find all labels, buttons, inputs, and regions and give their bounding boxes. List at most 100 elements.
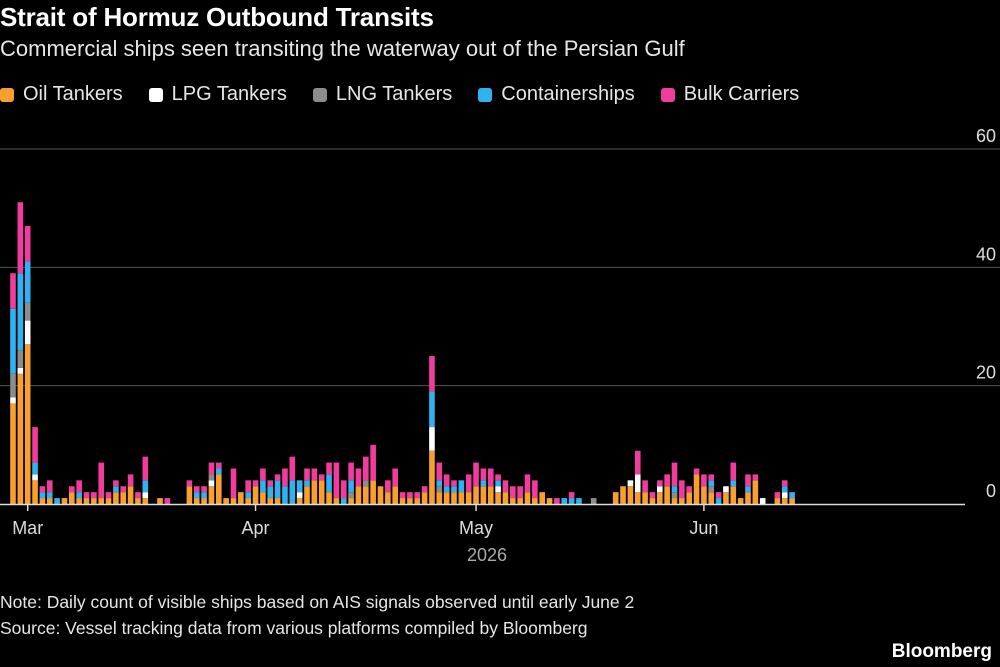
bar-segment [326,462,332,475]
x-tick-label: Apr [242,518,270,538]
legend-swatch [478,87,493,102]
legend-label: Containerships [501,83,635,105]
bar-segment [436,492,443,504]
bar-segment [24,225,31,262]
bar-segment [429,450,435,504]
bar-segment [245,492,251,499]
bar-segment [201,486,207,493]
bar-segment [186,480,193,487]
bar-segment [76,480,82,493]
bar-segment [693,474,700,504]
bar-segment [789,492,795,499]
bar-segment [10,308,16,374]
bar-segment [340,480,347,499]
bar-segment [326,474,332,493]
bar-segment [267,480,274,487]
bar-segment [392,468,398,487]
bar-segment [634,474,641,493]
bar-segment [502,480,509,493]
bar-segment [208,486,215,504]
footnotes: Note: Daily count of visible ships based… [0,589,634,641]
chart-subtitle: Commercial ships seen transiting the wat… [0,36,685,61]
bar-segment [304,486,310,504]
bar-segment [473,486,479,504]
bar-segment [708,492,715,504]
bar-segment [260,480,266,493]
bar-segment [10,273,16,309]
bar-segment [568,498,575,504]
bar-segment [348,498,354,504]
legend-item-lpg-tankers: LPG Tankers [148,83,287,106]
bar-segment [752,480,759,504]
bar-segment [657,492,663,504]
x-tick-label: Mar [12,518,43,538]
bar-segment [510,498,516,504]
bar-segment [407,498,413,504]
bar-segment [642,492,648,504]
bar-segment [245,498,251,504]
bar-segment [612,492,619,504]
bar-segment [267,486,274,499]
bar-segment [113,486,119,493]
bar-segment [120,492,127,504]
bar-segment [436,462,443,481]
bar-segment [759,498,766,504]
bar-segment [421,492,428,504]
bar-segment [10,403,16,504]
bar-segment [723,492,729,504]
bar-segment [98,498,104,504]
bar-segment [340,498,347,504]
bar-segment [634,450,641,475]
y-tick-label: 60 [976,126,996,146]
bar-segment [46,492,53,499]
bar-segment [230,468,237,499]
bar-segment [701,474,707,487]
bar-segment [642,480,648,493]
legend-item-containerships: Containerships [478,83,635,106]
bar-segment [61,498,68,504]
bar-segment [421,486,428,493]
bar-segment [296,498,303,504]
bar-segment [730,480,737,487]
bar-segment [517,498,523,504]
bar-segment [274,480,281,499]
bar-segment [296,480,303,493]
legend-label: Bulk Carriers [683,83,800,105]
bar-segment [289,456,296,481]
bar-segment [745,486,751,493]
bar-segment [24,302,31,321]
bar-segment [76,498,82,504]
bar-segment [363,480,369,487]
bar-segment [370,480,376,504]
bar-segment [91,492,97,499]
bar-segment [260,468,266,481]
bar-segment [282,486,288,504]
bar-segment [399,498,406,504]
bar-segment [17,367,24,374]
y-tick-label: 20 [976,363,996,383]
bar-segment [414,492,421,499]
bar-segment [245,480,251,493]
bar-segment [238,492,244,504]
legend-swatch [312,87,327,102]
bar-segment [348,462,354,481]
bar-segment [17,202,24,274]
bar-segment [671,498,678,504]
bar-segment [774,492,781,499]
bar-segment [91,498,97,504]
bar-segment [590,498,597,504]
bar-segment [39,486,46,493]
bar-segment [657,480,663,487]
bar-segment [135,498,141,504]
bar-segment [443,492,450,504]
bar-segment [363,486,369,504]
bar-segment [32,462,38,475]
bar-segment [201,492,207,499]
bar-segment [671,492,678,499]
bar-segment [686,486,692,493]
bar-segment [737,498,744,504]
bar-segment [333,462,340,499]
bar-segment [142,498,149,504]
bar-segment [355,486,362,504]
bar-segment [24,344,31,504]
